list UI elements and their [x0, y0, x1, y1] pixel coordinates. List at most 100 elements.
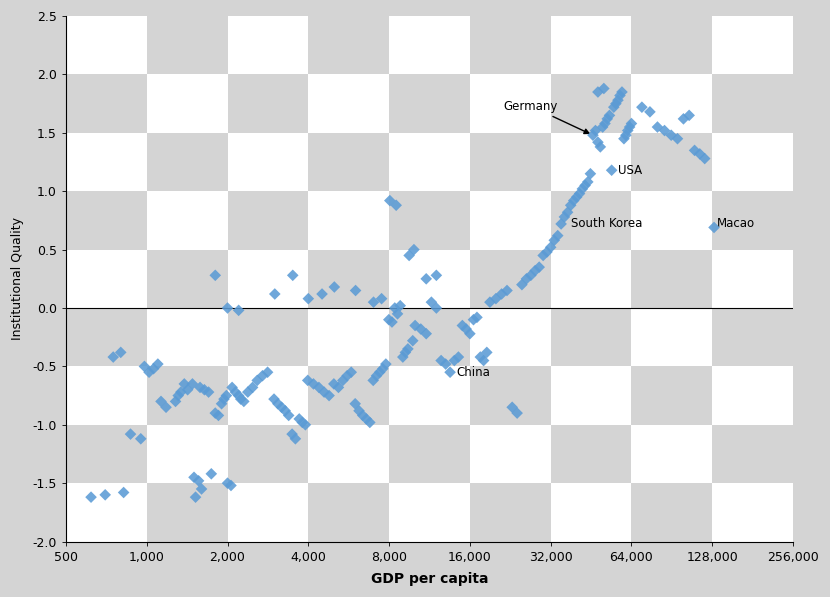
Point: [114, 347, 127, 357]
Bar: [147, 425, 227, 483]
Point: [609, 99, 622, 109]
Point: [317, 387, 330, 397]
Point: [367, 297, 380, 307]
Bar: [227, 250, 308, 308]
Point: [598, 119, 612, 128]
Point: [463, 329, 476, 338]
Point: [359, 414, 373, 424]
Point: [671, 134, 684, 143]
Point: [208, 408, 222, 418]
Point: [396, 352, 409, 362]
Point: [332, 383, 345, 392]
Bar: [66, 16, 147, 75]
Point: [383, 196, 397, 205]
Point: [533, 262, 546, 272]
Bar: [470, 133, 550, 191]
Point: [151, 359, 164, 369]
Bar: [470, 483, 550, 541]
Bar: [632, 75, 712, 133]
Point: [174, 387, 188, 397]
Point: [408, 321, 422, 330]
Bar: [632, 191, 712, 250]
Point: [186, 379, 199, 389]
Bar: [389, 191, 470, 250]
Text: South Korea: South Korea: [571, 217, 642, 230]
Point: [603, 110, 616, 120]
Bar: [227, 367, 308, 425]
Bar: [712, 367, 793, 425]
Point: [403, 251, 416, 260]
Point: [385, 317, 398, 327]
Point: [232, 306, 246, 315]
Bar: [470, 308, 550, 367]
Point: [576, 184, 589, 193]
Point: [579, 181, 592, 190]
Point: [551, 231, 564, 241]
Point: [134, 434, 148, 444]
Point: [344, 367, 358, 377]
Point: [401, 344, 414, 353]
Bar: [470, 250, 550, 308]
Bar: [389, 425, 470, 483]
Point: [586, 130, 599, 140]
Point: [688, 146, 701, 155]
Bar: [147, 133, 227, 191]
Point: [286, 270, 300, 280]
Bar: [632, 250, 712, 308]
Bar: [550, 250, 632, 308]
Point: [536, 251, 549, 260]
Point: [393, 301, 407, 310]
Point: [618, 134, 631, 143]
Point: [389, 201, 403, 210]
Bar: [632, 16, 712, 75]
Point: [460, 324, 473, 334]
Point: [205, 469, 218, 479]
Point: [425, 297, 438, 307]
Bar: [147, 483, 227, 541]
Point: [591, 87, 604, 97]
Point: [615, 87, 628, 97]
Bar: [147, 250, 227, 308]
Bar: [470, 191, 550, 250]
Point: [307, 379, 320, 389]
Point: [619, 130, 632, 140]
Point: [246, 383, 259, 392]
Bar: [66, 308, 147, 367]
Point: [356, 411, 369, 420]
Point: [625, 119, 638, 128]
Point: [608, 103, 621, 112]
Point: [693, 149, 706, 159]
Point: [588, 126, 602, 136]
Point: [188, 473, 201, 482]
Point: [168, 396, 182, 406]
Point: [564, 201, 578, 210]
Point: [159, 402, 173, 412]
Point: [172, 391, 185, 401]
Point: [375, 294, 388, 303]
Point: [232, 391, 246, 401]
Point: [581, 177, 594, 187]
Bar: [712, 483, 793, 541]
Bar: [632, 483, 712, 541]
Point: [271, 399, 285, 408]
Point: [598, 84, 611, 93]
Bar: [632, 425, 712, 483]
Point: [621, 126, 634, 136]
Point: [477, 356, 491, 365]
Point: [364, 418, 377, 427]
Point: [215, 399, 228, 408]
Point: [406, 336, 419, 346]
Point: [267, 394, 281, 404]
Point: [430, 270, 443, 280]
Point: [658, 126, 671, 136]
Point: [117, 488, 130, 497]
Point: [540, 247, 554, 257]
Point: [434, 356, 447, 365]
Point: [261, 367, 274, 377]
Bar: [389, 75, 470, 133]
Bar: [308, 425, 389, 483]
Bar: [66, 250, 147, 308]
Bar: [66, 425, 147, 483]
Point: [256, 371, 269, 380]
Point: [529, 266, 542, 275]
